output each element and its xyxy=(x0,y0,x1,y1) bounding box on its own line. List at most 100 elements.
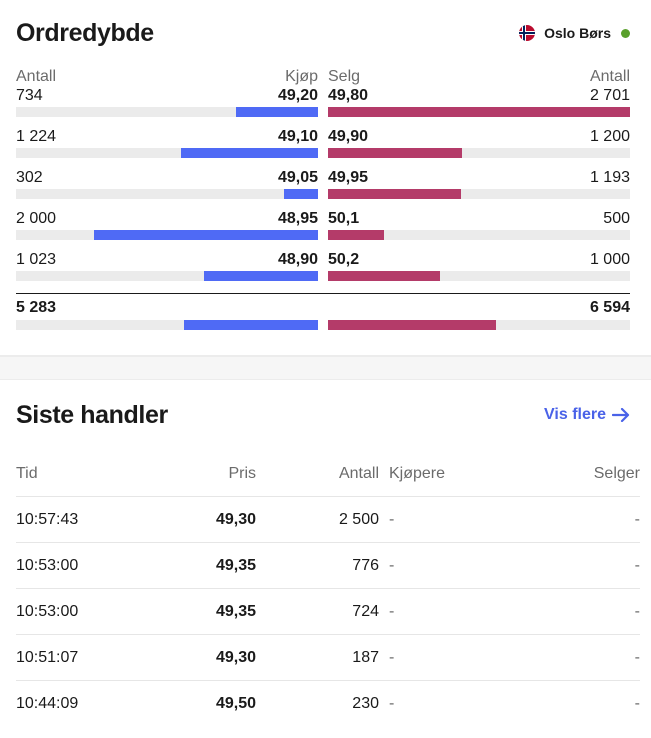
trade-qty: 2 500 xyxy=(256,496,379,543)
trade-qty: 724 xyxy=(256,588,379,635)
arrow-right-icon xyxy=(612,407,630,422)
bid-depth-track xyxy=(16,189,318,199)
exchange-name: Oslo Børs xyxy=(544,25,611,41)
trade-buyer: - xyxy=(379,496,514,543)
bid-depth-bar xyxy=(94,230,318,240)
ask-depth-bar xyxy=(328,148,463,158)
trade-seller: - xyxy=(514,496,640,543)
trade-row: 10:44:09 49,50 230- - xyxy=(16,681,640,727)
bid-depth-bar xyxy=(235,107,318,117)
trade-seller: - xyxy=(514,634,640,681)
bid-qty: 1 224 xyxy=(16,128,57,145)
bid-depth-track xyxy=(16,271,318,281)
ask-qty: 2 701 xyxy=(589,87,630,104)
trade-seller: - xyxy=(514,542,640,589)
ask-depth-track xyxy=(328,148,630,158)
bid-price: 48,90 xyxy=(277,251,318,268)
col-time: Tid xyxy=(16,452,146,497)
ask-depth-bar xyxy=(328,107,630,117)
trades-header: Siste handler Vis flere xyxy=(16,380,630,452)
trade-price: 49,50 xyxy=(215,694,256,712)
trade-price: 49,30 xyxy=(146,496,256,543)
trade-row: 10:57:43 49,30 2 500- - xyxy=(16,496,640,543)
show-more-label: Vis flere xyxy=(544,405,606,423)
trade-row: 10:53:00 49,35 724- - xyxy=(16,588,640,635)
ask-depth-track xyxy=(328,271,630,281)
ask-total-track xyxy=(328,320,630,330)
trade-time: 10:44:09 xyxy=(16,694,79,712)
exchange-indicator: Oslo Børs xyxy=(519,25,630,41)
orderbook-panel: Ordredybde Oslo Børs Antall Kjøp Selg An… xyxy=(0,0,651,356)
market-open-dot-icon xyxy=(621,28,630,38)
orderbook-total-row: 5 283 6 594 xyxy=(16,294,630,334)
bid-depth-track xyxy=(16,230,318,240)
col-buyer: Kjøpere xyxy=(379,452,514,497)
orderbook-rows: 734 49,20 49,80 2 701 1 224 49,10 49,90 1 200 30… xyxy=(16,86,630,291)
ask-depth-bar xyxy=(328,230,384,240)
trade-buyer: - xyxy=(379,634,514,681)
trade-time: 10:57:43 xyxy=(16,496,146,543)
ask-total: 6 594 xyxy=(589,299,630,316)
ask-qty-header: Antall xyxy=(589,68,630,85)
bid-total-bar xyxy=(183,320,318,330)
ask-depth-bar xyxy=(328,271,440,281)
bid-price: 49,20 xyxy=(277,87,318,104)
ask-depth-track xyxy=(328,189,630,199)
bid-total: 5 283 xyxy=(16,299,57,316)
trade-time: 10:53:00 xyxy=(16,542,146,589)
norway-flag-icon xyxy=(519,25,536,41)
orderbook-divider xyxy=(16,293,630,294)
trade-buyer: - xyxy=(389,694,395,712)
trade-buyer: - xyxy=(379,542,514,589)
trade-time: 10:51:07 xyxy=(16,634,146,681)
bid-price: 49,05 xyxy=(277,169,318,186)
bid-qty: 2 000 xyxy=(16,210,57,227)
trade-seller: - xyxy=(634,694,640,712)
trade-buyer: - xyxy=(379,588,514,635)
trades-panel: Siste handler Vis flere Tid Pris Antall … xyxy=(0,380,651,738)
orderbook-row: 1 224 49,10 49,90 1 200 xyxy=(16,127,630,168)
trades-table-header: Tid Pris Antall Kjøpere Selger xyxy=(16,452,640,497)
bid-depth-track xyxy=(16,107,318,117)
bid-price: 49,10 xyxy=(277,128,318,145)
ask-price: 49,80 xyxy=(328,87,369,104)
bid-price-header: Kjøp xyxy=(285,68,318,85)
ask-price: 50,2 xyxy=(328,251,360,268)
ask-price-header: Selg xyxy=(328,68,361,85)
trade-price: 49,30 xyxy=(146,634,256,681)
bid-qty-header: Antall xyxy=(16,68,57,85)
trade-price: 49,35 xyxy=(146,542,256,589)
show-more-link[interactable]: Vis flere xyxy=(544,406,630,424)
bid-total-track xyxy=(16,320,318,330)
section-separator xyxy=(0,356,651,380)
orderbook-title: Ordredybde xyxy=(16,18,154,47)
ask-depth-track xyxy=(328,107,630,117)
orderbook-row: 302 49,05 49,95 1 193 xyxy=(16,168,630,209)
ask-qty: 500 xyxy=(603,210,630,227)
ask-qty: 1 193 xyxy=(589,169,630,186)
bid-depth-bar xyxy=(284,189,318,199)
trade-qty: 230 xyxy=(352,694,379,712)
trades-title: Siste handler xyxy=(16,400,168,429)
ask-price: 49,90 xyxy=(328,128,369,145)
bid-qty: 734 xyxy=(16,87,43,104)
ask-qty: 1 000 xyxy=(589,251,630,268)
ask-price: 50,1 xyxy=(328,210,360,227)
trade-row: 10:51:07 49,30 187- - xyxy=(16,634,640,681)
bid-price: 48,95 xyxy=(277,210,318,227)
col-price: Pris xyxy=(146,452,256,497)
trade-seller: - xyxy=(514,588,640,635)
trade-time: 10:53:00 xyxy=(16,588,146,635)
bid-qty: 1 023 xyxy=(16,251,57,268)
orderbook-row: 734 49,20 49,80 2 701 xyxy=(16,86,630,127)
bid-depth-bar xyxy=(181,148,318,158)
bid-qty: 302 xyxy=(16,169,43,186)
ask-qty: 1 200 xyxy=(589,128,630,145)
orderbook-header: Ordredybde Oslo Børs xyxy=(16,0,630,68)
trade-price: 49,35 xyxy=(146,588,256,635)
ask-depth-bar xyxy=(328,189,462,199)
trade-row: 10:53:00 49,35 776- - xyxy=(16,542,640,589)
ask-total-bar xyxy=(328,320,496,330)
trade-qty: 187 xyxy=(256,634,379,681)
col-qty: Antall xyxy=(256,452,379,497)
